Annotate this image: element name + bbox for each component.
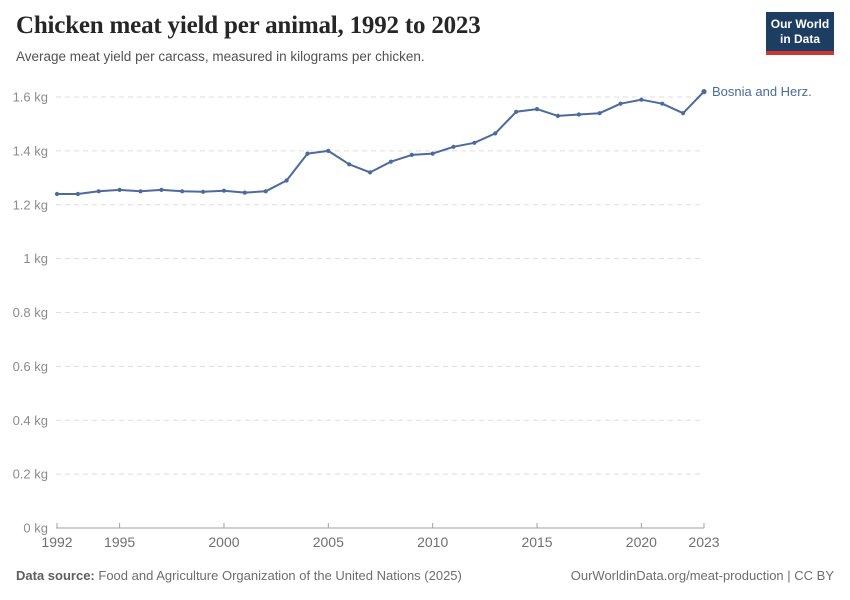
data-point [159,187,164,192]
data-point [576,112,581,117]
owid-logo[interactable]: Our World in Data [766,12,834,55]
data-point [117,187,122,192]
chart-subtitle: Average meat yield per carcass, measured… [16,49,425,64]
data-point [242,190,247,195]
x-tick-label: 1995 [104,534,135,550]
data-point [54,191,60,197]
data-point [138,189,143,194]
data-point [75,191,80,197]
x-tick-label: 2020 [626,534,657,550]
x-tick-label: 2005 [313,534,344,550]
footer-link[interactable]: OurWorldinData.org/meat-production | CC … [570,568,834,583]
x-tick-label: 2000 [208,534,239,550]
data-point [326,148,331,153]
x-tick-label: 1992 [41,534,72,550]
series-line [56,90,705,195]
data-point [493,131,498,136]
data-point [639,97,644,102]
y-tick-label: 0.8 kg [13,305,48,320]
owid-logo-line1: Our World [770,17,830,31]
y-tick-label: 0 kg [23,521,48,536]
data-point [430,151,435,156]
data-source-label: Data source: [16,568,95,583]
x-tick-label: 2023 [688,534,719,550]
y-tick-label: 0.4 kg [13,413,48,428]
data-point [681,111,686,116]
page-title: Chicken meat yield per animal, 1992 to 2… [16,12,481,39]
data-point [534,107,540,112]
y-tick-label: 1.6 kg [13,90,48,105]
data-point [388,159,393,164]
y-tick-label: 0.6 kg [13,359,48,374]
data-point [451,144,456,149]
data-point [347,162,352,167]
x-tick-label: 2015 [521,534,552,550]
data-point [472,140,477,145]
y-tick-label: 0.2 kg [13,467,48,482]
data-point [409,152,414,157]
data-point [201,189,206,194]
data-point [514,109,519,114]
series-label: Bosnia and Herz. [712,84,812,99]
chart-footer: Data source: Food and Agriculture Organi… [16,568,834,583]
data-point [618,101,623,106]
data-point [263,189,268,194]
series-end-point [701,89,707,95]
data-point [368,170,373,175]
data-point [96,189,101,194]
data-point [597,111,602,116]
data-source: Data source: Food and Agriculture Organi… [16,568,462,583]
data-point [221,188,227,193]
y-tick-label: 1 kg [23,251,48,266]
y-tick-label: 1.2 kg [13,197,48,212]
data-point [660,101,665,106]
x-tick-label: 2010 [417,534,448,550]
data-point [555,113,561,118]
data-point [284,178,289,183]
y-tick-label: 1.4 kg [13,143,48,158]
owid-logo-line2: in Data [779,32,820,46]
data-point [180,189,185,194]
data-source-text: Food and Agriculture Organization of the… [98,568,462,583]
data-point [305,151,310,156]
